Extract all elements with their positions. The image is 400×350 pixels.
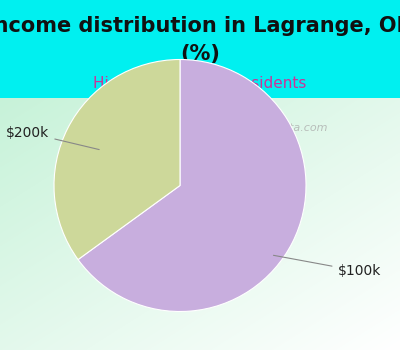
Text: $200k: $200k [6, 126, 99, 149]
Text: (%): (%) [180, 44, 220, 64]
Text: Hispanic or Latino residents: Hispanic or Latino residents [93, 76, 307, 91]
Wedge shape [54, 60, 180, 260]
Text: City-Data.com: City-Data.com [248, 123, 328, 133]
Text: Income distribution in Lagrange, OH: Income distribution in Lagrange, OH [0, 16, 400, 36]
Text: $100k: $100k [274, 255, 381, 278]
Wedge shape [78, 60, 306, 312]
